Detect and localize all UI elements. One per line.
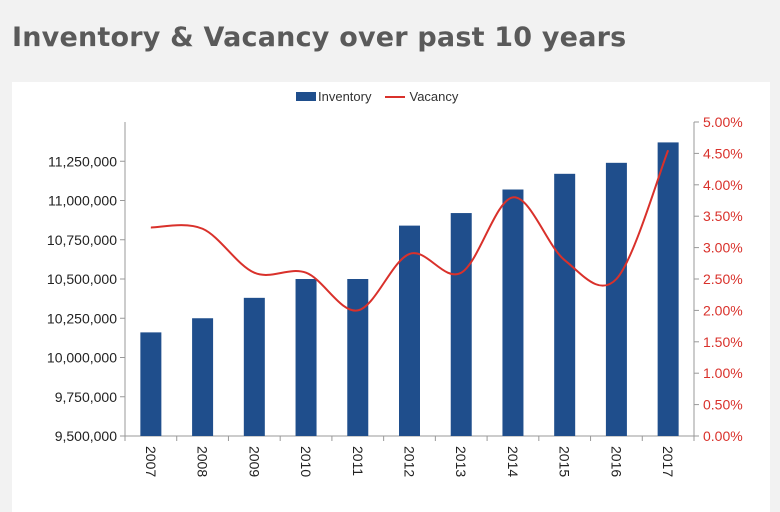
x-tick-label: 2008 [195, 446, 211, 477]
inventory-bar [140, 332, 162, 436]
x-tick-label: 2012 [402, 446, 418, 477]
right-tick-label: 2.00% [703, 302, 743, 318]
left-tick-label: 11,000,000 [48, 193, 117, 209]
left-tick-label: 9,750,000 [55, 389, 117, 405]
right-tick-label: 1.50% [703, 334, 743, 350]
left-tick-label: 10,750,000 [47, 232, 117, 248]
right-tick-label: 2.50% [703, 271, 743, 287]
inventory-bar [295, 279, 317, 436]
page-title: Inventory & Vacancy over past 10 years [12, 22, 627, 53]
right-tick-label: 5.00% [703, 114, 743, 130]
right-tick-label: 3.50% [703, 208, 743, 224]
right-tick-label: 4.50% [703, 145, 743, 161]
inventory-bar [657, 142, 679, 436]
left-tick-label: 11,250,000 [48, 153, 117, 169]
x-tick-label: 2009 [246, 446, 262, 477]
right-tick-label: 1.00% [703, 365, 743, 381]
x-tick-label: 2015 [557, 446, 573, 477]
left-tick-label: 10,500,000 [47, 271, 117, 287]
legend-swatch-vacancy [385, 95, 406, 98]
inventory-bar [605, 162, 627, 436]
left-tick-label: 10,000,000 [47, 350, 117, 366]
inventory-bar [243, 297, 265, 436]
inventory-bar [502, 189, 524, 436]
right-tick-label: 0.50% [703, 397, 743, 413]
chart-panel: Inventory Vacancy 9,500,000 9,750,000 10,0… [12, 82, 770, 512]
inventory-bar [554, 173, 576, 436]
combo-chart: 9,500,000 9,750,000 10,000,000 10,250,000 10… [47, 114, 743, 477]
legend-label-vacancy: Vacancy [409, 89, 459, 104]
legend-item-vacancy: Vacancy [385, 89, 458, 104]
inventory-bar [347, 279, 369, 436]
inventory-bar [192, 318, 214, 436]
inventory-bar [399, 225, 420, 436]
x-tick-label: 2013 [453, 446, 469, 477]
x-tick-label: 2010 [298, 446, 314, 477]
legend-item-inventory: Inventory [296, 89, 371, 104]
x-tick-label: 2014 [505, 446, 521, 477]
legend-swatch-inventory [296, 92, 316, 101]
x-tick-label: 2011 [350, 446, 366, 476]
inventory-bar [450, 213, 472, 436]
chart-legend: Inventory Vacancy [296, 89, 458, 104]
legend-label-inventory: Inventory [318, 89, 372, 104]
x-tick-label: 2007 [143, 446, 159, 477]
x-tick-label: 2017 [660, 446, 676, 477]
right-tick-label: 0.00% [703, 428, 743, 444]
right-tick-label: 4.00% [703, 177, 743, 193]
right-tick-label: 3.00% [703, 240, 743, 256]
x-tick-label: 2016 [608, 446, 624, 477]
vacancy-line [150, 149, 670, 312]
left-tick-label: 9,500,000 [55, 428, 117, 444]
left-tick-label: 10,250,000 [47, 310, 117, 326]
